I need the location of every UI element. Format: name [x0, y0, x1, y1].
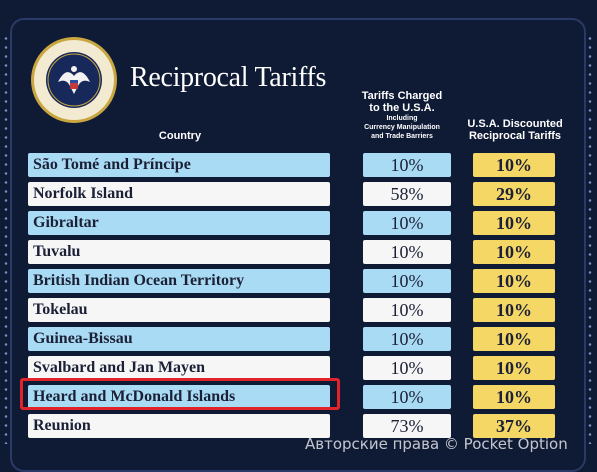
charged-cell: 10%: [363, 211, 451, 235]
discounted-cell: 10%: [473, 385, 555, 409]
country-cell: Tuvalu: [28, 240, 330, 264]
discounted-cell: 10%: [473, 240, 555, 264]
discounted-cell: 10%: [473, 211, 555, 235]
charged-cell: 58%: [363, 182, 451, 206]
table-row: Guinea-Bissau 10% 10%: [0, 327, 597, 351]
charged-cell: 10%: [363, 269, 451, 293]
charged-cell: 10%: [363, 385, 451, 409]
discounted-cell: 10%: [473, 298, 555, 322]
charged-cell: 10%: [363, 327, 451, 351]
country-column-header: Country: [158, 130, 202, 142]
table-row: São Tomé and Príncipe 10% 10%: [0, 153, 597, 177]
page-title: Reciprocal Tariffs: [130, 62, 327, 93]
charged-header-sub2: Currency Manipulation: [364, 124, 440, 131]
discounted-cell: 29%: [473, 182, 555, 206]
table-row: British Indian Ocean Territory 10% 10%: [0, 269, 597, 293]
discounted-header-line2: Reciprocal Tariffs: [468, 130, 562, 142]
charged-column-header: Tariffs Charged to the U.S.A. Including …: [352, 90, 452, 141]
discounted-header-line1: U.S.A. Discounted: [467, 118, 563, 130]
presidential-seal-icon: [31, 37, 117, 123]
dotted-border-left: [4, 34, 8, 444]
discounted-cell: 10%: [473, 269, 555, 293]
table-row: Gibraltar 10% 10%: [0, 211, 597, 235]
country-cell: British Indian Ocean Territory: [28, 269, 330, 293]
country-cell: Heard and McDonald Islands: [28, 385, 330, 409]
country-cell: Norfolk Island: [28, 182, 330, 206]
charged-cell: 10%: [363, 356, 451, 380]
table-row: Tokelau 10% 10%: [0, 298, 597, 322]
table-row: Norfolk Island 58% 29%: [0, 182, 597, 206]
table-row: Heard and McDonald Islands 10% 10%: [0, 385, 597, 409]
watermark-text: Авторские права © Pocket Option: [305, 435, 568, 453]
discounted-cell: 37%: [473, 414, 555, 438]
highlight-box: [20, 378, 340, 410]
country-cell: Gibraltar: [28, 211, 330, 235]
table-row: Tuvalu 10% 10%: [0, 240, 597, 264]
charged-cell: 73%: [363, 414, 451, 438]
charged-cell: 10%: [363, 153, 451, 177]
country-cell: Reunion: [28, 414, 330, 438]
country-cell: São Tomé and Príncipe: [28, 153, 330, 177]
country-cell: Svalbard and Jan Mayen: [28, 356, 330, 380]
charged-cell: 10%: [363, 298, 451, 322]
discounted-cell: 10%: [473, 153, 555, 177]
charged-header-line2: to the U.S.A.: [369, 102, 435, 114]
charged-header-line1: Tariffs Charged: [361, 90, 443, 102]
table-row: Reunion 73% 37%: [0, 414, 597, 438]
table-row: Svalbard and Jan Mayen 10% 10%: [0, 356, 597, 380]
charged-header-sub1: Including: [386, 115, 418, 122]
country-cell: Tokelau: [28, 298, 330, 322]
charged-header-sub3: and Trade Barriers: [371, 133, 433, 140]
discounted-column-header: U.S.A. Discounted Reciprocal Tariffs: [455, 118, 575, 142]
country-cell: Guinea-Bissau: [28, 327, 330, 351]
charged-cell: 10%: [363, 240, 451, 264]
dotted-border-right: [588, 34, 592, 444]
discounted-cell: 10%: [473, 356, 555, 380]
discounted-cell: 10%: [473, 327, 555, 351]
